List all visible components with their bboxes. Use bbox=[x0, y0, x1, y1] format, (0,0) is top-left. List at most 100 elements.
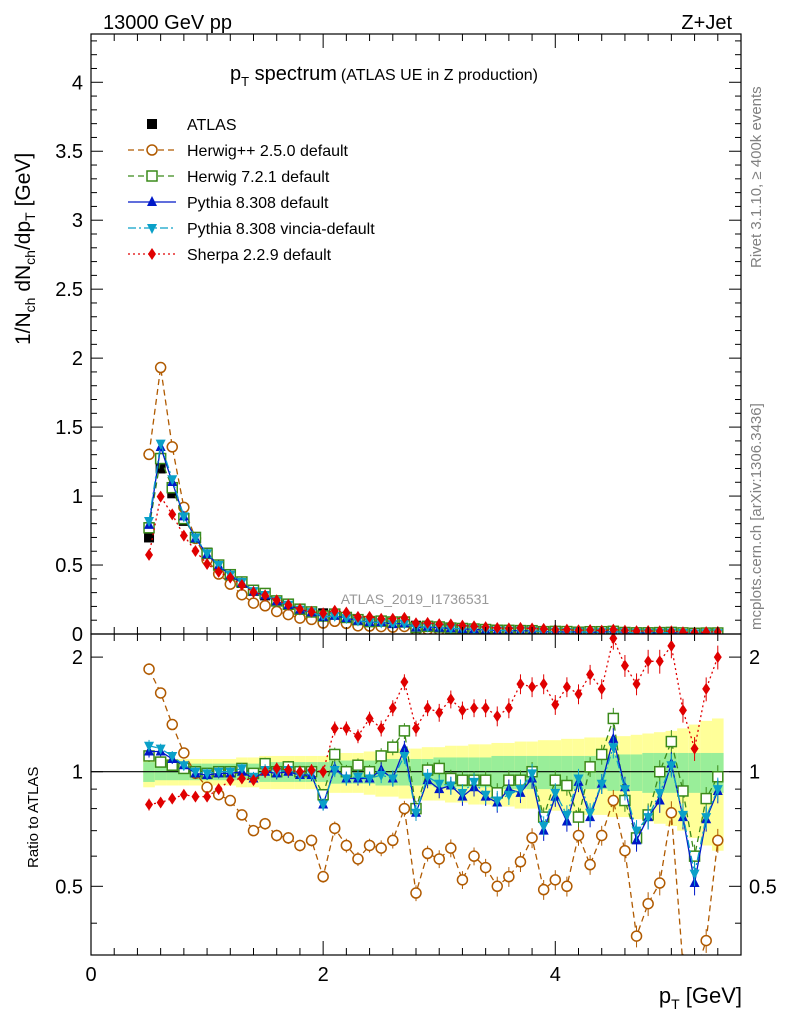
ratio-band-inner bbox=[595, 755, 608, 790]
ratio-band-inner bbox=[619, 754, 631, 791]
series-point-ratio bbox=[468, 850, 480, 862]
legend-label: Pythia 8.308 vincia-default bbox=[187, 221, 375, 238]
series-point-ratio bbox=[620, 659, 629, 672]
series-point-ratio bbox=[352, 759, 364, 771]
series-point-main bbox=[154, 361, 167, 374]
series-point-ratio bbox=[700, 792, 712, 805]
series-point-ratio bbox=[655, 655, 664, 668]
series-point-main bbox=[166, 441, 178, 453]
ratio-panel bbox=[91, 634, 741, 970]
series-point-ratio bbox=[572, 829, 585, 842]
x-tick-label: 0 bbox=[85, 964, 96, 986]
series-line-main bbox=[148, 456, 718, 634]
y-ratio-tick-label-right: 1 bbox=[749, 762, 760, 784]
series-point-main bbox=[179, 529, 188, 542]
series-point-ratio bbox=[551, 698, 560, 711]
series-point-ratio bbox=[340, 839, 353, 852]
series-point-ratio bbox=[608, 743, 619, 754]
series-point-ratio bbox=[514, 856, 527, 868]
legend-label: Pythia 8.308 default bbox=[187, 195, 329, 212]
series-point-ratio bbox=[504, 702, 513, 715]
series-point-ratio bbox=[213, 767, 224, 778]
series-point-ratio bbox=[456, 874, 469, 886]
series-point-ratio bbox=[342, 722, 351, 735]
series-point-ratio bbox=[493, 710, 502, 723]
series-point-main bbox=[341, 614, 352, 625]
series-point-ratio bbox=[363, 839, 376, 852]
series-point-main bbox=[319, 607, 328, 620]
series-point-ratio bbox=[435, 706, 444, 719]
series-point-ratio bbox=[329, 748, 341, 761]
series-point-ratio bbox=[433, 762, 445, 775]
series-point-ratio bbox=[609, 634, 618, 645]
series-point-ratio bbox=[272, 762, 281, 775]
series-point-main bbox=[377, 612, 386, 625]
series-point-ratio bbox=[677, 810, 688, 821]
series-point-ratio bbox=[678, 960, 688, 970]
series-point-ratio bbox=[144, 741, 155, 752]
series-point-ratio bbox=[191, 790, 200, 803]
series-point-main bbox=[261, 589, 270, 602]
series-point-main bbox=[423, 616, 432, 629]
series-point-ratio bbox=[412, 722, 420, 735]
legend: ATLAS Herwig++ 2.5.0 default Herwig 7.2.1 … bbox=[128, 117, 375, 264]
series-point-ratio bbox=[667, 639, 676, 652]
series-point-ratio bbox=[549, 874, 562, 886]
series-point-ratio bbox=[607, 712, 620, 725]
series-point-ratio bbox=[457, 788, 468, 799]
series-point-ratio bbox=[236, 764, 247, 775]
series-point-ratio bbox=[179, 788, 188, 801]
y-main-tick-label: 3 bbox=[72, 210, 83, 232]
series-point-main bbox=[259, 600, 271, 612]
series-point-ratio bbox=[143, 663, 155, 675]
series-point-main bbox=[329, 611, 340, 622]
series-point-main bbox=[702, 626, 711, 634]
series-point-main bbox=[493, 622, 502, 634]
series-point-main bbox=[364, 618, 375, 629]
series-point-ratio bbox=[537, 883, 550, 896]
y-ratio-tick-label: 0.5 bbox=[55, 876, 83, 898]
series-point-main bbox=[412, 617, 420, 630]
series-point-ratio bbox=[317, 870, 329, 883]
legend-marker bbox=[146, 170, 158, 182]
series-point-ratio bbox=[584, 858, 596, 871]
series-point-ratio bbox=[491, 880, 503, 893]
series-point-main bbox=[632, 625, 641, 634]
series-point-ratio bbox=[236, 809, 248, 821]
series-point-main bbox=[270, 605, 283, 618]
series-point-ratio bbox=[574, 687, 583, 700]
series-point-main bbox=[143, 448, 155, 461]
series-point-main bbox=[539, 622, 548, 634]
series-point-ratio bbox=[422, 772, 433, 783]
series-point-ratio bbox=[226, 774, 235, 787]
series-point-main bbox=[586, 624, 595, 634]
series-point-main bbox=[167, 475, 178, 486]
series-point-ratio bbox=[352, 853, 364, 865]
y-main-tick-label: 1 bbox=[72, 486, 83, 508]
y-main-tick-label: 2.5 bbox=[55, 279, 83, 301]
data-point-atlas bbox=[155, 463, 166, 474]
series-point-ratio bbox=[712, 785, 723, 796]
series-point-ratio bbox=[619, 844, 631, 857]
series-point-ratio bbox=[224, 794, 237, 807]
chart-title: pT spectrum (ATLAS UE in Z production) bbox=[230, 63, 538, 89]
series-point-ratio bbox=[479, 861, 492, 874]
series-point-ratio bbox=[597, 682, 606, 695]
series-point-main bbox=[678, 626, 687, 634]
series-point-main bbox=[236, 588, 248, 601]
x-tick-label: 2 bbox=[318, 964, 329, 986]
ratio-band-inner bbox=[642, 752, 654, 793]
series-point-ratio bbox=[654, 877, 666, 889]
series-point-main bbox=[145, 548, 154, 561]
series-point-ratio bbox=[445, 781, 456, 792]
ratio-band-inner bbox=[688, 752, 701, 793]
series-point-ratio bbox=[586, 668, 595, 681]
header-left-label: 13000 GeV pp bbox=[103, 12, 232, 34]
series-point-main bbox=[202, 549, 213, 560]
series-point-ratio bbox=[619, 785, 630, 796]
series-point-ratio bbox=[585, 808, 596, 819]
series-line-main bbox=[148, 494, 718, 634]
series-point-main bbox=[226, 571, 235, 584]
series-point-main bbox=[272, 594, 281, 607]
series-point-ratio bbox=[282, 832, 295, 844]
